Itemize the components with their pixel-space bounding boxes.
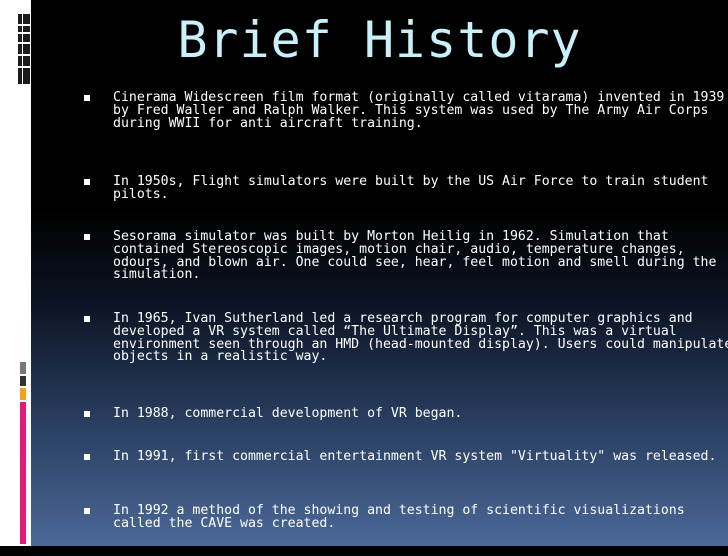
bullet-text: In 1991, first commercial entertainment … [113,449,717,464]
bullet-item: In 1992 a method of the showing and test… [84,504,724,556]
bullet-item: Sesorama simulator was built by Morton H… [84,230,724,282]
bullet-square-icon [84,454,90,460]
bullet-item: In 1950s, Flight simulators were built b… [84,175,724,227]
bullet-text: In 1965, Ivan Sutherland led a research … [113,311,728,365]
bullet-square-icon [84,316,90,322]
bullet-square-icon [84,508,90,514]
bullet-text: In 1988, commercial development of VR be… [113,406,463,421]
slide-title: Brief History [177,11,582,69]
bullet-item: In 1965, Ivan Sutherland led a research … [84,312,728,364]
bullet-item: In 1991, first commercial entertainment … [84,450,724,502]
bullet-text: In 1992 a method of the showing and test… [113,503,693,531]
bullet-text: In 1950s, Flight simulators were built b… [113,174,717,202]
bullet-square-icon [84,95,90,101]
bullet-square-icon [84,234,90,240]
bullet-square-icon [84,411,90,417]
bullet-item: Cinerama Widescreen film format (origina… [84,91,724,143]
bullet-text: Sesorama simulator was built by Morton H… [113,229,725,283]
bullet-item: In 1988, commercial development of VR be… [84,407,724,459]
bullet-text: Cinerama Widescreen film format (origina… [113,90,725,131]
bullet-square-icon [84,179,90,185]
